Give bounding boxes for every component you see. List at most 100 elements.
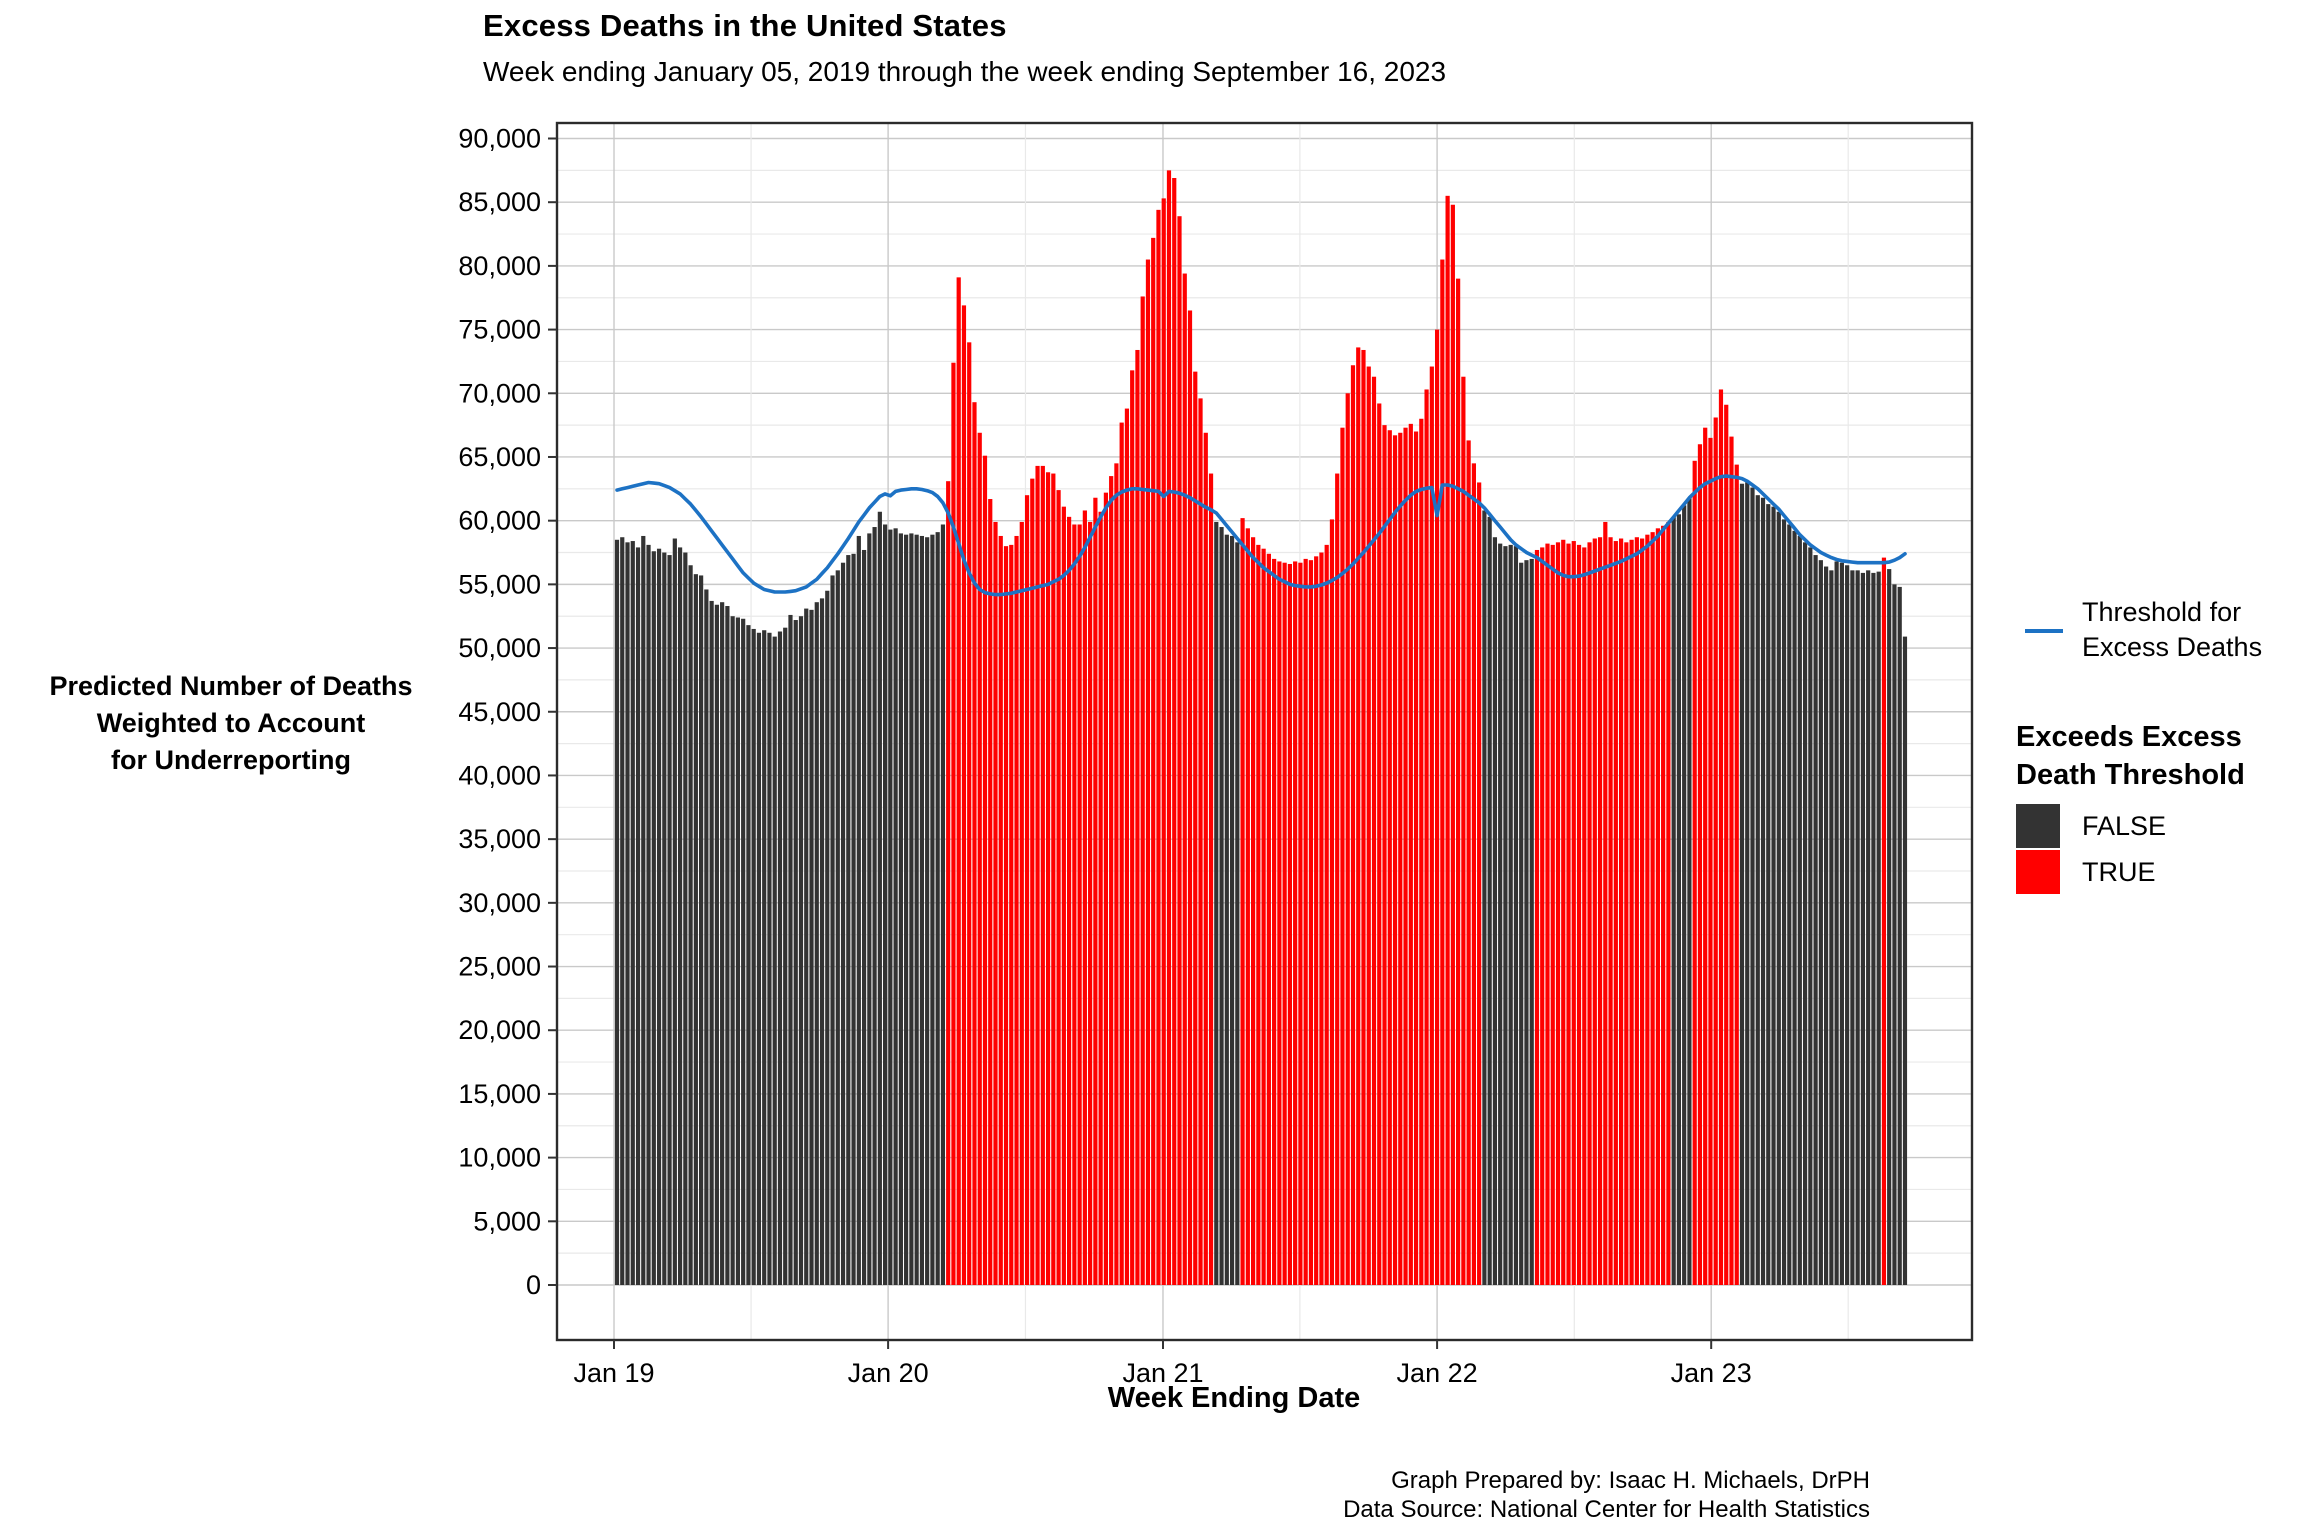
bar-false (1482, 510, 1487, 1286)
y-tick-label: 25,000 (458, 952, 541, 982)
y-tick-label: 75,000 (458, 315, 541, 345)
bar-true (1314, 556, 1319, 1285)
bar-false (625, 542, 630, 1285)
bar-false (1802, 542, 1808, 1285)
bar-true (1103, 492, 1108, 1285)
bar-false (677, 547, 683, 1285)
bar-false (935, 532, 940, 1285)
bar-false (1892, 584, 1897, 1285)
bar-false (788, 614, 793, 1285)
caption-line-1: Graph Prepared by: Isaac H. Michaels, Dr… (1391, 1467, 1870, 1494)
bar-true (1130, 370, 1135, 1286)
bar-false (840, 562, 846, 1285)
bar-true (1561, 539, 1566, 1285)
bar-true (1298, 562, 1303, 1285)
bar-false (930, 534, 935, 1285)
bar-false (814, 602, 819, 1285)
bar-true (1245, 528, 1250, 1285)
y-tick-label: 5,000 (473, 1206, 541, 1236)
bar-true (1445, 195, 1450, 1286)
bar-true (1618, 538, 1624, 1285)
bar-false (925, 537, 930, 1285)
legend-item-true-label: TRUE (2082, 856, 2156, 887)
bar-false (1519, 562, 1524, 1285)
bar-false (914, 534, 919, 1285)
bar-true (1340, 427, 1345, 1285)
y-tick-label: 0 (526, 1270, 541, 1300)
bar-false (883, 524, 888, 1285)
x-axis-ticks: Jan 19 Jan 20 Jan 21 Jan 22 Jan 23 (573, 1340, 1752, 1388)
bar-true (1303, 558, 1308, 1285)
bar-true (1287, 563, 1292, 1285)
bar-false (1871, 572, 1876, 1285)
bar-false (741, 618, 746, 1285)
bar-false (1813, 555, 1818, 1285)
y-tick-label: 45,000 (458, 697, 541, 727)
bar-true (1424, 389, 1429, 1286)
bar-false (846, 555, 851, 1285)
bar-true (1434, 329, 1440, 1286)
bar-true (1177, 216, 1182, 1286)
bar-true (1450, 204, 1455, 1285)
bar-false (1214, 521, 1219, 1285)
bar-false (1508, 544, 1513, 1285)
bar-false (1235, 542, 1240, 1285)
bar-true (1261, 548, 1266, 1285)
bar-false (735, 617, 741, 1285)
threshold-line (615, 474, 1907, 597)
bar-true (1456, 278, 1461, 1285)
bar-false (1781, 519, 1787, 1285)
bar-true (1061, 506, 1066, 1285)
bar-false (767, 632, 772, 1285)
bar-true (1419, 418, 1424, 1285)
legend-threshold-entry: Threshold for Excess Deaths (2016, 595, 2304, 675)
bar-true (1534, 549, 1540, 1285)
bar-false (1498, 543, 1503, 1285)
bar-false (1745, 482, 1750, 1286)
threshold-line-swatch (2025, 629, 2063, 633)
bar-true (1040, 465, 1045, 1285)
bar-true (1629, 539, 1634, 1285)
y-tick-label: 35,000 (458, 824, 541, 854)
bar-false (641, 535, 646, 1285)
bar-true (1145, 259, 1151, 1285)
bar-false (893, 528, 898, 1285)
bar-false (1750, 487, 1755, 1285)
legend-item-false: FALSE (2016, 803, 2166, 849)
bar-false (1529, 558, 1534, 1285)
bar-true (1082, 510, 1087, 1286)
x-axis-title: Week Ending Date (1107, 1382, 1361, 1414)
chart-legend: Threshold for Excess Deaths Exceeds Exce… (2016, 595, 2304, 894)
bar-true (1582, 547, 1587, 1285)
bar-true (1088, 521, 1093, 1285)
bar-false (725, 606, 730, 1285)
bar-false (819, 598, 825, 1285)
bar-false (688, 565, 693, 1285)
bar-false (1219, 527, 1224, 1285)
bar-false (620, 537, 625, 1285)
bar-false (809, 609, 814, 1285)
bar-true (1645, 534, 1650, 1285)
bar-false (1224, 534, 1229, 1285)
legend-items: FALSE TRUE (2016, 803, 2166, 895)
bars-group (614, 170, 1908, 1286)
bar-true (1324, 544, 1329, 1285)
bar-true (1009, 544, 1014, 1285)
x-tick-label: Jan 21 (1122, 1358, 1203, 1388)
bar-false (825, 590, 830, 1285)
bar-false (1797, 535, 1802, 1285)
bar-true (1540, 547, 1545, 1285)
bar-true (1356, 347, 1361, 1285)
bar-true (1624, 542, 1629, 1285)
bar-true (1466, 440, 1471, 1285)
bar-true (1240, 518, 1245, 1285)
bar-false (919, 535, 925, 1285)
y-tick-label: 70,000 (458, 378, 541, 408)
bar-true (1550, 544, 1555, 1285)
bar-false (772, 636, 777, 1285)
bar-false (662, 552, 667, 1285)
bar-false (1229, 535, 1235, 1285)
bar-false (1876, 571, 1881, 1285)
bar-false (1771, 506, 1776, 1285)
